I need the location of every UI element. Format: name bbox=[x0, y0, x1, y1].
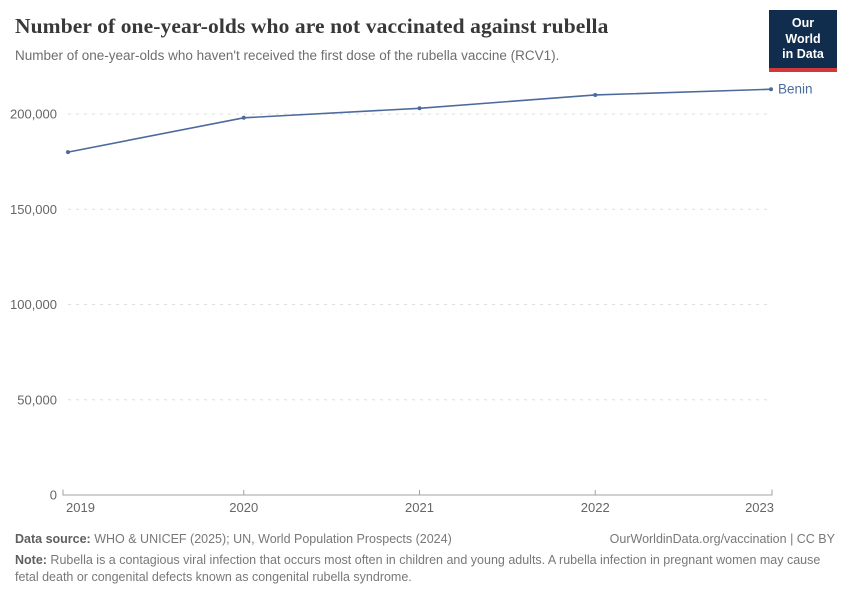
y-tick-label: 0 bbox=[50, 488, 57, 503]
chart-title: Number of one-year-olds who are not vacc… bbox=[15, 14, 609, 38]
data-point bbox=[593, 92, 598, 97]
x-tick-label: 2020 bbox=[229, 500, 258, 515]
owid-logo: Our World in Data bbox=[769, 10, 837, 72]
entity-label: Benin bbox=[778, 82, 813, 97]
x-tick-label: 2023 bbox=[745, 500, 774, 515]
x-tick-label: 2022 bbox=[581, 500, 610, 515]
chart-header: Number of one-year-olds who are not vacc… bbox=[15, 14, 755, 63]
data-source-text: WHO & UNICEF (2025); UN, World Populatio… bbox=[90, 532, 452, 546]
chart-footer: Data source: WHO & UNICEF (2025); UN, Wo… bbox=[15, 531, 835, 586]
y-tick-label: 100,000 bbox=[10, 297, 57, 312]
data-point bbox=[241, 115, 246, 120]
chart-note: Note: Rubella is a contagious viral infe… bbox=[15, 552, 835, 586]
x-tick-label: 2021 bbox=[405, 500, 434, 515]
data-point bbox=[769, 87, 773, 92]
line-chart: 0 50,000 100,000 150,000 200,000 2019 2020 2021… bbox=[10, 82, 813, 515]
note-text: Rubella is a contagious viral infection … bbox=[15, 552, 821, 584]
data-line bbox=[67, 88, 772, 153]
y-tick-label: 150,000 bbox=[10, 202, 57, 217]
x-axis bbox=[62, 489, 773, 496]
note-label: Note: bbox=[15, 552, 47, 567]
data-source-label: Data source: bbox=[15, 532, 91, 546]
owid-logo-line2: in Data bbox=[782, 47, 824, 62]
data-point bbox=[417, 106, 422, 111]
y-tick-label: 200,000 bbox=[10, 107, 57, 122]
y-tick-label: 50,000 bbox=[17, 392, 57, 407]
chart-subtitle: Number of one-year-olds who haven't rece… bbox=[15, 48, 560, 63]
owid-logo-line1: Our World bbox=[785, 16, 821, 46]
data-point bbox=[66, 150, 70, 155]
license-text: OurWorldinData.org/vaccination | CC BY bbox=[609, 532, 835, 546]
data-source: Data source: WHO & UNICEF (2025); UN, Wo… bbox=[15, 531, 452, 548]
x-tick-label: 2019 bbox=[66, 500, 95, 515]
